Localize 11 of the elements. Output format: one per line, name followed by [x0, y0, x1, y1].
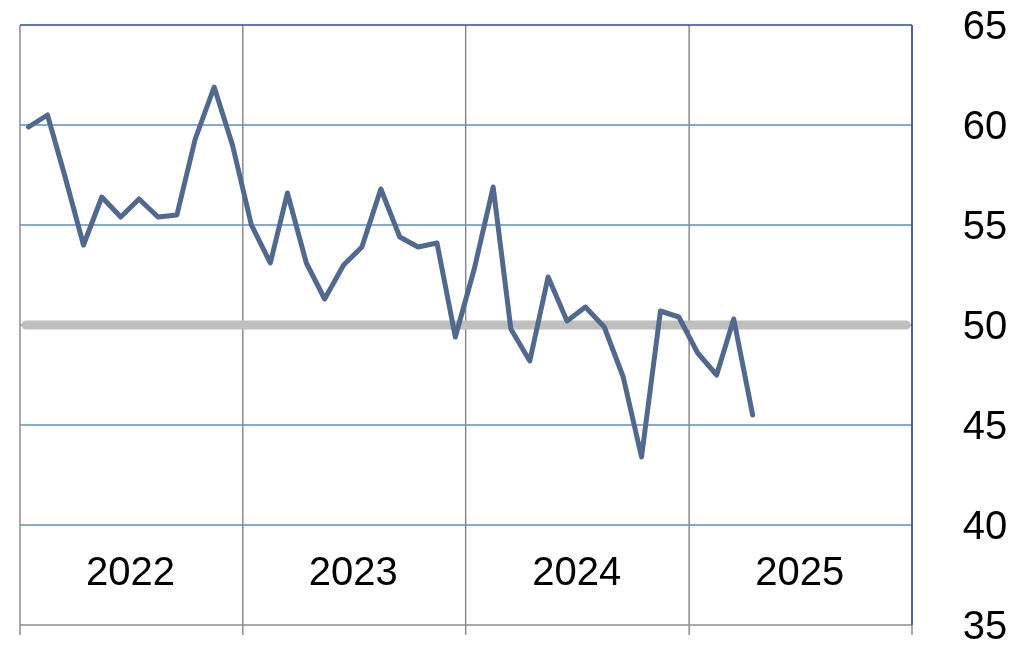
x-tick-label: 2024: [532, 549, 622, 593]
y-tick-label: 65: [962, 3, 1008, 47]
x-tick-label: 2023: [308, 549, 398, 593]
y-tick-label: 50: [962, 303, 1008, 347]
x-tick-label: 2022: [86, 549, 175, 593]
x-tick-label: 2025: [755, 549, 845, 593]
y-tick-label: 60: [962, 103, 1008, 147]
y-tick-label: 45: [962, 403, 1008, 447]
y-tick-label: 55: [962, 203, 1008, 247]
y-tick-label: 40: [962, 503, 1008, 547]
y-tick-label: 35: [962, 603, 1008, 645]
